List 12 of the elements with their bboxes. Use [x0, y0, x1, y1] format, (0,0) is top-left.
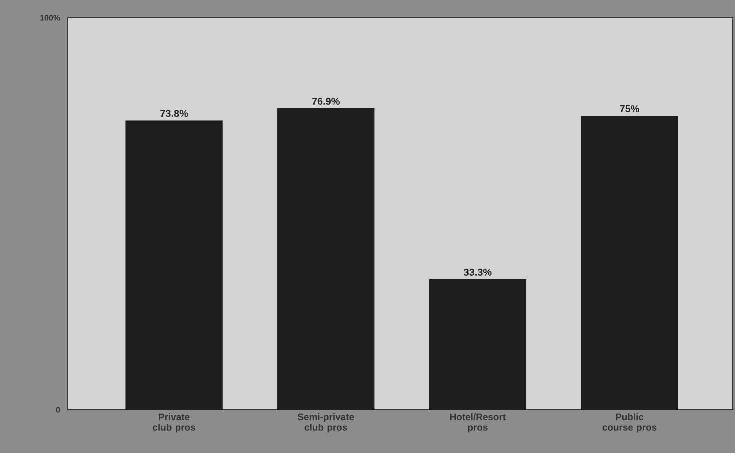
data-label: 33.3%: [464, 268, 492, 276]
bar: [429, 279, 527, 410]
x-tick-label: Private club pros: [153, 414, 196, 433]
data-label: 76.9%: [312, 98, 340, 106]
data-label: 75%: [620, 105, 640, 112]
bar: [126, 120, 223, 410]
bar: [278, 108, 375, 410]
data-label: 73.8%: [160, 110, 188, 118]
x-tick-label: Public course pros: [602, 414, 657, 433]
x-tick-label: Hotel/Resort pros: [450, 414, 506, 433]
bar: [581, 116, 678, 410]
x-tick-label: Semi-private club pros: [298, 414, 354, 433]
